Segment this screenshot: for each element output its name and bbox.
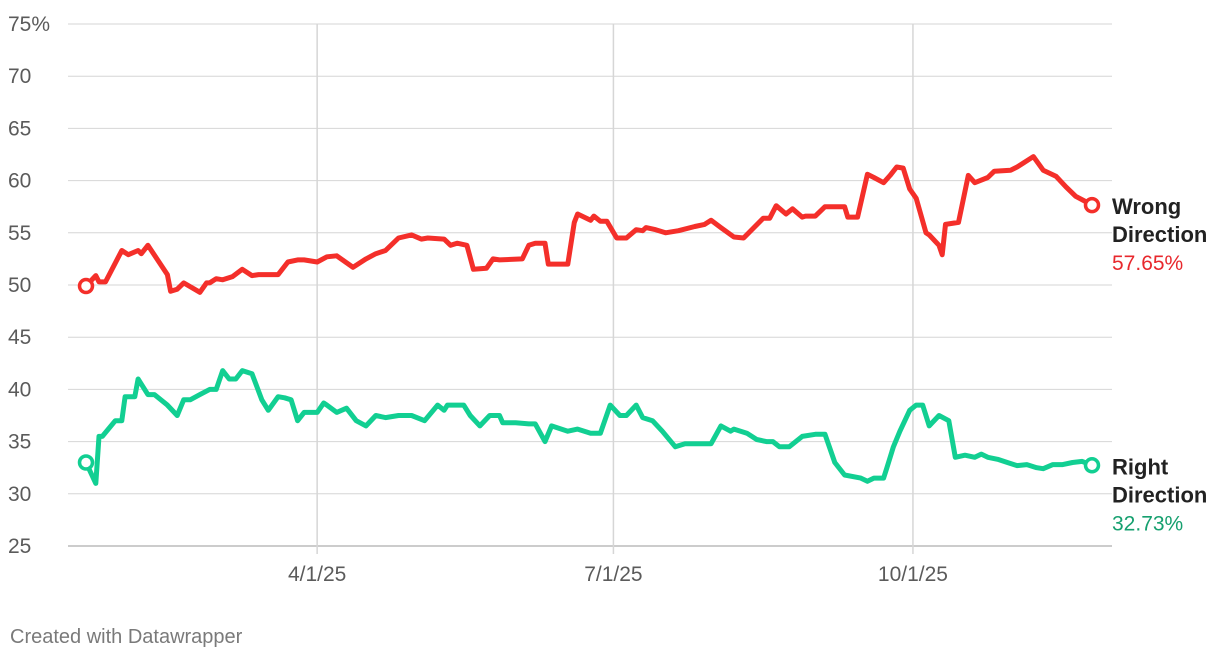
y-tick-label: 55: [8, 222, 31, 245]
y-tick-label: 60: [8, 170, 31, 193]
series-end-value: 32.73%: [1112, 512, 1183, 535]
series-lines: [77, 154, 1101, 486]
series-name-line: Direction: [1112, 482, 1207, 507]
series-name-line: Right: [1112, 454, 1169, 479]
right-direction-end-label: Right Direction 32.73%: [1112, 454, 1207, 535]
right-direction-line: [83, 368, 1095, 486]
wrong-direction-start-marker: [77, 277, 95, 295]
y-tick-label: 75%: [8, 13, 50, 36]
line-chart: 25 30 35 40 45 50 55 60 65 70 75% 4/1/25 7/1/25 10/1…: [8, 13, 1207, 586]
series-name-line: Wrong: [1112, 194, 1181, 219]
datawrapper-credit[interactable]: Created with Datawrapper: [10, 626, 243, 648]
y-tick-label: 35: [8, 431, 31, 454]
x-tick-label: 7/1/25: [584, 563, 642, 586]
y-tick-label: 50: [8, 274, 31, 297]
series-end-labels: Wrong Direction 57.65% Right Direction 32.73%: [1112, 194, 1207, 535]
y-tick-label: 45: [8, 326, 31, 349]
wrong-direction-line: [83, 154, 1095, 295]
y-tick-label: 30: [8, 483, 31, 506]
wrong-direction-end-label: Wrong Direction 57.65%: [1112, 194, 1207, 275]
horizontal-gridlines: [68, 23, 1112, 547]
y-tick-label: 70: [8, 65, 31, 88]
x-axis-tick-labels: 4/1/25 7/1/25 10/1/25: [288, 563, 948, 586]
y-tick-label: 65: [8, 117, 31, 140]
series-name-line: Direction: [1112, 222, 1207, 247]
y-axis-tick-labels: 25 30 35 40 45 50 55 60 65 70 75%: [8, 13, 50, 558]
x-tick-label: 10/1/25: [878, 563, 948, 586]
series-end-value: 57.65%: [1112, 252, 1183, 275]
right-direction-end-marker: [1083, 457, 1101, 474]
wrong-direction-end-marker: [1083, 196, 1101, 214]
y-tick-label: 25: [8, 535, 31, 558]
x-tick-label: 4/1/25: [288, 563, 346, 586]
y-tick-label: 40: [8, 378, 31, 401]
vertical-gridlines: [316, 24, 914, 554]
right-direction-start-marker: [77, 454, 95, 471]
